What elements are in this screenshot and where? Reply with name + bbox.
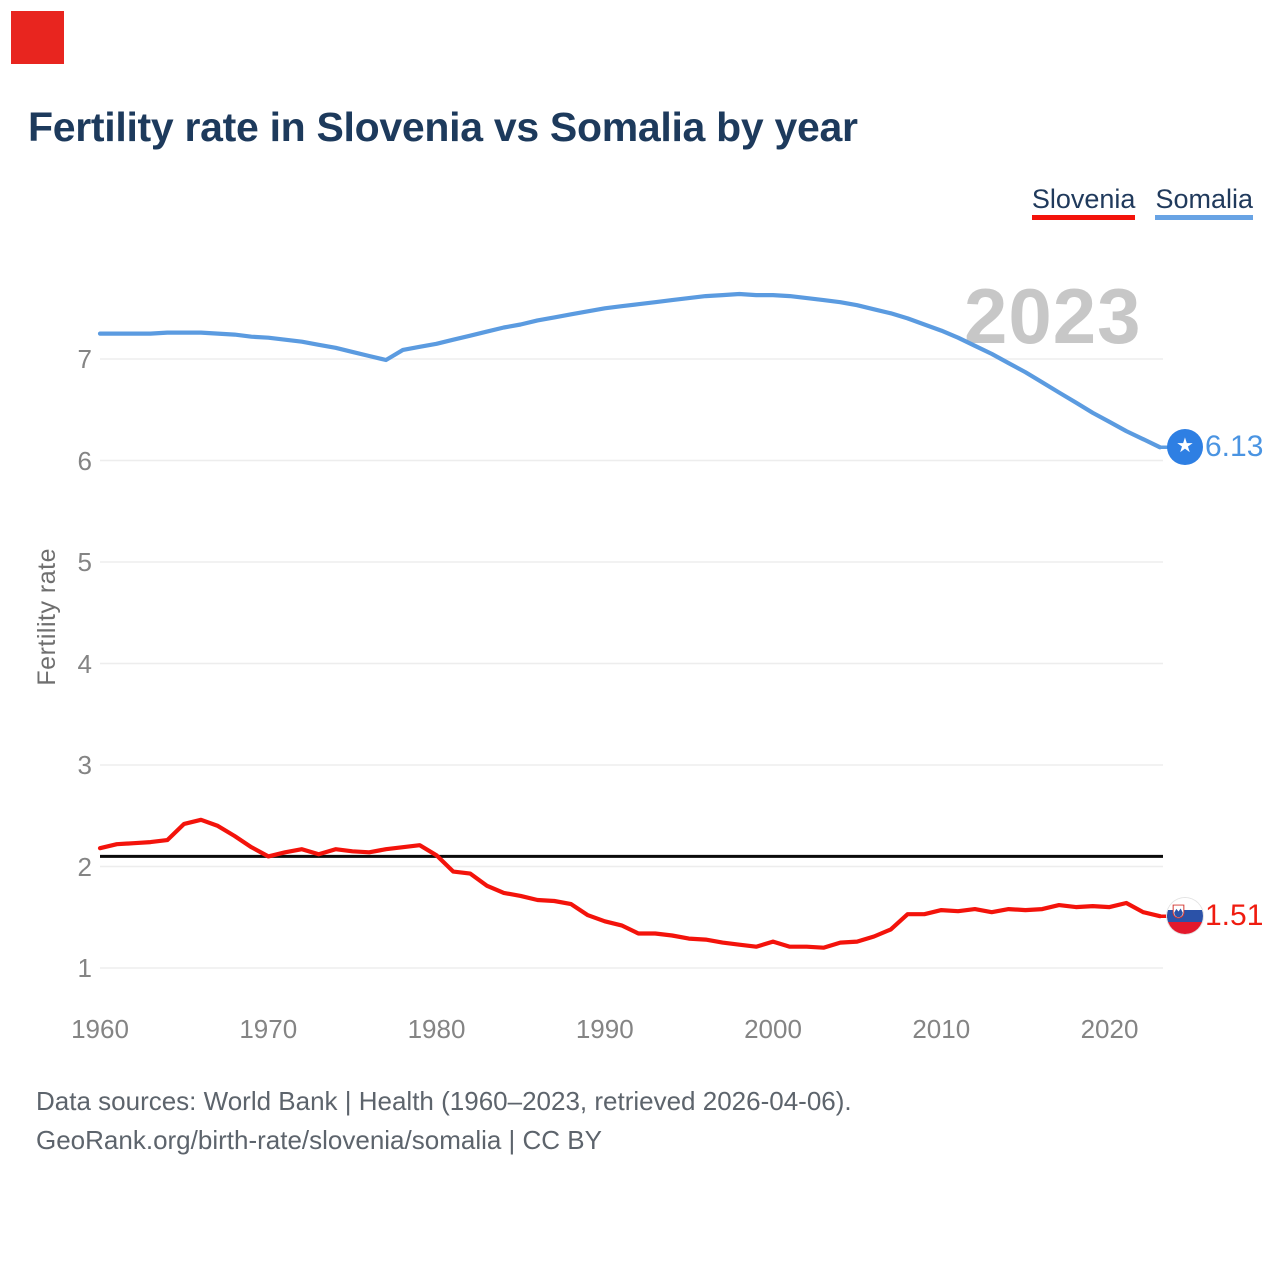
star-icon: ★ [1176,435,1194,458]
x-tick-label: 1990 [575,1014,634,1044]
legend-label-somalia: Somalia [1155,184,1253,214]
legend-item-somalia[interactable]: Somalia [1155,185,1253,220]
chart-footer: Data sources: World Bank | Health (1960–… [36,1082,852,1160]
slovenia-flag-icon [1167,898,1203,935]
x-tick-label: 2010 [912,1014,971,1044]
x-tick-label: 2000 [744,1014,802,1044]
slovenia-crest-icon [1172,904,1185,919]
x-tick-label: 2020 [1080,1014,1139,1044]
x-tick-label: 1980 [407,1014,466,1044]
y-tick-label: 6 [77,445,92,476]
y-tick-label: 1 [77,953,92,983]
x-tick-label: 1970 [239,1014,298,1044]
y-tick-label: 3 [77,750,92,780]
slovenia-end-value: 1.51 [1205,899,1264,933]
y-axis-title: Fertility rate [33,548,61,686]
footer-source-line: Data sources: World Bank | Health (1960–… [36,1086,852,1116]
watermark-year: 2023 [964,272,1142,360]
y-tick-label: 5 [77,547,92,577]
legend-label-slovenia: Slovenia [1031,184,1136,214]
legend: Slovenia Somalia [1031,184,1253,220]
somalia-end-value: 6.13 [1205,430,1264,464]
x-tick-label: 1960 [71,1014,129,1044]
y-tick-label: 2 [77,851,92,882]
y-tick-label: 4 [77,648,92,679]
page-title: Fertility rate in Slovenia vs Somalia by… [28,104,858,150]
slovenia-line [97,817,1163,950]
legend-underline-somalia [1155,215,1253,220]
click-highlight-marker [11,11,64,64]
somalia-flag-icon: ★ [1167,429,1203,466]
footer-license-line: GeoRank.org/birth-rate/slovenia/somalia … [36,1125,602,1155]
legend-item-slovenia[interactable]: Slovenia [1031,184,1136,220]
legend-underline-slovenia [1031,215,1136,220]
y-tick-label: 7 [77,344,92,374]
